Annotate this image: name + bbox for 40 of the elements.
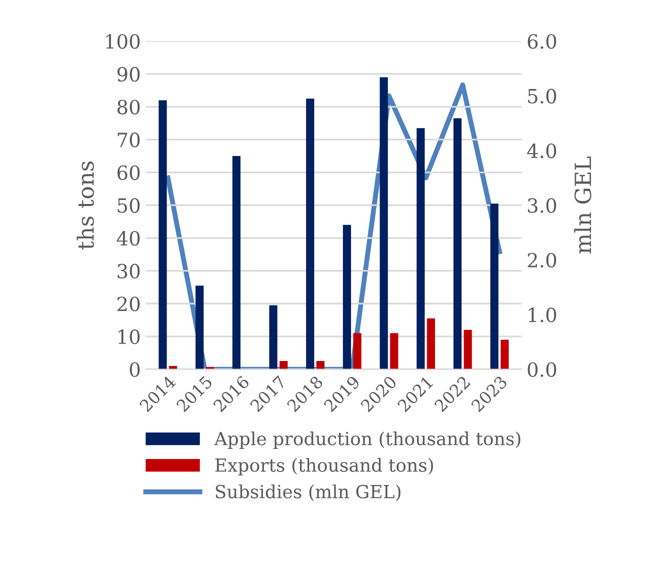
bar [316,361,325,370]
bar [353,333,362,370]
y-tick-label: 40 [116,230,140,246]
bar [453,118,462,370]
y-tick-label: 100 [106,34,140,49]
legend-label: Exports (thousand tons) [215,458,434,476]
bar [390,333,398,370]
y-tick-label: 30 [118,264,140,278]
y2-tick-label: 5.0 [528,88,556,104]
legend-label: Apple production (thousand tons) [214,431,520,449]
bar [500,340,509,370]
y-tick-label: 10 [118,329,140,344]
bar [269,305,278,370]
bar [464,330,472,370]
bar [196,286,204,370]
y2-tick-label: 3.0 [528,198,556,213]
bar [490,204,498,370]
y2-tick-label: 4.0 [527,143,556,158]
bar [426,318,436,370]
y-tick-label: 80 [117,100,140,114]
y2-tick-label: 2.0 [528,252,556,268]
legend-label: Subsidies (mln GEL) [216,484,400,501]
y2-tick-label: 1.0 [528,308,556,322]
y-tick-label: 90 [117,66,140,82]
y-axis-title: ths tons [76,161,94,250]
y-tick-label: 20 [118,296,140,312]
bar [380,77,388,370]
y-tick-label: 70 [118,132,140,148]
bar [158,100,167,370]
y2-tick-label: 6.0 [528,34,556,49]
y-tick-label: 60 [117,165,140,180]
y-tick-label: 0 [130,362,140,377]
bar [306,98,314,370]
bar [342,224,352,370]
y-tick-label: 50 [118,198,140,213]
bar [232,156,240,370]
y2-axis-title: mln GEL [574,156,592,254]
bar [416,128,425,370]
bar [280,361,288,370]
y2-tick-label: 0.0 [528,362,556,377]
